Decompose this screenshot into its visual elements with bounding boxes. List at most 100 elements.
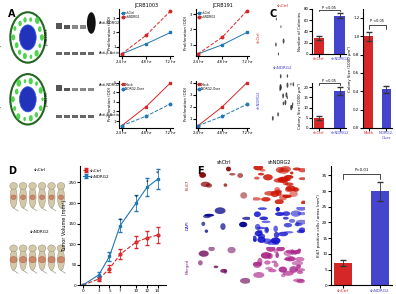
Ellipse shape xyxy=(280,74,282,78)
Ellipse shape xyxy=(199,250,209,257)
Ellipse shape xyxy=(296,220,307,225)
Ellipse shape xyxy=(284,250,292,256)
Ellipse shape xyxy=(289,219,295,223)
Ellipse shape xyxy=(280,84,282,89)
Circle shape xyxy=(48,257,55,263)
Ellipse shape xyxy=(252,262,262,266)
Ellipse shape xyxy=(220,269,227,273)
Ellipse shape xyxy=(280,177,288,181)
FancyBboxPatch shape xyxy=(72,53,78,55)
Y-axis label: Proliferation (OD): Proliferation (OD) xyxy=(184,15,188,50)
Ellipse shape xyxy=(29,249,36,270)
Ellipse shape xyxy=(39,105,42,111)
Ellipse shape xyxy=(264,260,270,265)
FancyBboxPatch shape xyxy=(64,25,70,29)
Ellipse shape xyxy=(296,206,307,211)
Ellipse shape xyxy=(285,178,291,181)
Ellipse shape xyxy=(35,17,40,24)
Ellipse shape xyxy=(295,222,299,226)
Ellipse shape xyxy=(289,191,298,197)
Text: DAPI: DAPI xyxy=(185,221,189,230)
Circle shape xyxy=(59,195,63,200)
Circle shape xyxy=(30,195,35,200)
Ellipse shape xyxy=(38,249,46,270)
Ellipse shape xyxy=(257,227,266,229)
Ellipse shape xyxy=(29,115,33,121)
Ellipse shape xyxy=(292,261,303,265)
FancyBboxPatch shape xyxy=(88,115,94,118)
FancyBboxPatch shape xyxy=(88,53,94,55)
FancyBboxPatch shape xyxy=(72,88,78,91)
Ellipse shape xyxy=(292,187,298,191)
Ellipse shape xyxy=(291,211,301,217)
Ellipse shape xyxy=(298,212,307,215)
Ellipse shape xyxy=(23,17,27,23)
Ellipse shape xyxy=(295,257,305,261)
Ellipse shape xyxy=(290,172,293,174)
Ellipse shape xyxy=(272,116,274,121)
Ellipse shape xyxy=(13,106,16,111)
Ellipse shape xyxy=(280,25,282,28)
Ellipse shape xyxy=(259,216,268,220)
Circle shape xyxy=(10,257,17,263)
Ellipse shape xyxy=(87,12,96,34)
Ellipse shape xyxy=(240,192,247,199)
Text: P<0.01: P<0.01 xyxy=(354,168,369,173)
Text: *: * xyxy=(156,171,159,176)
Ellipse shape xyxy=(201,222,205,226)
Circle shape xyxy=(20,257,27,263)
Ellipse shape xyxy=(237,173,243,178)
Ellipse shape xyxy=(283,39,285,44)
Ellipse shape xyxy=(15,42,19,48)
Ellipse shape xyxy=(42,97,44,101)
Ellipse shape xyxy=(291,249,295,255)
Bar xyxy=(382,89,391,128)
Ellipse shape xyxy=(295,223,302,226)
Ellipse shape xyxy=(205,229,208,233)
FancyBboxPatch shape xyxy=(80,25,86,29)
Text: Anti-β-Actin: Anti-β-Actin xyxy=(99,51,120,55)
Circle shape xyxy=(57,183,65,189)
Ellipse shape xyxy=(276,246,285,251)
Circle shape xyxy=(19,183,27,189)
Ellipse shape xyxy=(275,43,277,46)
Circle shape xyxy=(48,183,55,189)
Ellipse shape xyxy=(285,187,292,192)
Ellipse shape xyxy=(270,238,280,244)
Text: Merged: Merged xyxy=(185,258,189,274)
Ellipse shape xyxy=(295,268,305,272)
Ellipse shape xyxy=(276,252,279,258)
Ellipse shape xyxy=(198,260,203,265)
Ellipse shape xyxy=(263,174,273,181)
Ellipse shape xyxy=(297,279,305,283)
Text: shNDRG2: shNDRG2 xyxy=(273,66,293,70)
Legend: -Mock, -NDRG2-Over: -Mock, -NDRG2-Over xyxy=(197,82,221,91)
Ellipse shape xyxy=(282,211,290,216)
Ellipse shape xyxy=(289,266,298,273)
FancyBboxPatch shape xyxy=(88,88,94,91)
Text: D: D xyxy=(8,166,16,176)
Text: JCRB1003: JCRB1003 xyxy=(0,28,2,47)
FancyBboxPatch shape xyxy=(64,53,70,55)
Text: Anti-NDRG2: Anti-NDRG2 xyxy=(99,21,120,25)
Ellipse shape xyxy=(239,222,247,227)
Ellipse shape xyxy=(273,225,278,232)
Text: *: * xyxy=(135,195,137,200)
Ellipse shape xyxy=(23,117,26,121)
Ellipse shape xyxy=(274,190,282,193)
Ellipse shape xyxy=(297,249,301,251)
Ellipse shape xyxy=(286,83,288,88)
Text: P <0.05: P <0.05 xyxy=(370,19,385,23)
Ellipse shape xyxy=(287,74,288,78)
Ellipse shape xyxy=(265,267,273,270)
Ellipse shape xyxy=(283,101,284,105)
Ellipse shape xyxy=(290,105,292,110)
Bar xyxy=(364,36,373,128)
Ellipse shape xyxy=(274,262,278,268)
Ellipse shape xyxy=(240,278,251,284)
Ellipse shape xyxy=(253,165,263,171)
Ellipse shape xyxy=(29,186,36,208)
Ellipse shape xyxy=(299,228,305,233)
Text: C: C xyxy=(270,9,277,19)
Ellipse shape xyxy=(278,168,289,174)
